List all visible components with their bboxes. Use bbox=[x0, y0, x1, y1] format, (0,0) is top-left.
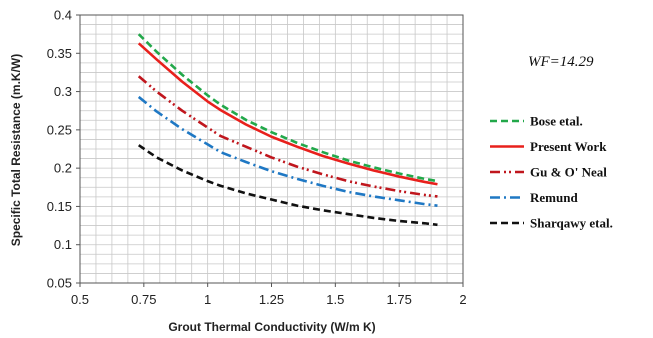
y-tick-label: 0.05 bbox=[47, 276, 72, 291]
x-tick-label: 1 bbox=[204, 292, 211, 307]
legend-label-remund: Remund bbox=[530, 190, 578, 205]
chart-grid bbox=[79, 14, 464, 284]
y-tick-label: 0.35 bbox=[47, 46, 72, 61]
x-tick-label: 1.75 bbox=[387, 292, 412, 307]
y-tick-label: 0.15 bbox=[47, 199, 72, 214]
series-line-remund bbox=[137, 95, 438, 207]
chart-axes bbox=[76, 14, 464, 287]
series-line-sharqawy-etal bbox=[137, 144, 438, 227]
x-tick-label: 1.25 bbox=[259, 292, 284, 307]
legend-label-sharqawy-etal: Sharqawy etal. bbox=[530, 216, 613, 231]
chart-series bbox=[137, 33, 438, 227]
x-tick-label: 0.75 bbox=[131, 292, 156, 307]
series-line-present-work bbox=[137, 42, 438, 186]
series-line-gu-o-neal bbox=[137, 75, 438, 198]
y-tick-label: 0.4 bbox=[54, 8, 72, 23]
y-tick-label: 0.2 bbox=[54, 161, 72, 176]
legend-label-gu-o-neal: Gu & O' Neal bbox=[530, 165, 607, 180]
wf-annotation: WF=14.29 bbox=[528, 54, 594, 70]
chart-tick-labels: 0.5 0.75 1 1.25 1.5 1.75 2 0.05 0.1 0.15 0.2 0.25 0.… bbox=[47, 8, 467, 308]
series-line-bose-etal bbox=[137, 33, 438, 183]
legend-label-present-work: Present Work bbox=[530, 139, 607, 154]
y-axis-label: Specific Total Resistance (m.K/W) bbox=[9, 54, 23, 247]
y-tick-label: 0.3 bbox=[54, 84, 72, 99]
x-tick-label: 0.5 bbox=[71, 292, 89, 307]
x-axis-label: Grout Thermal Conductivity (W/m K) bbox=[168, 320, 375, 334]
y-tick-label: 0.25 bbox=[47, 122, 72, 137]
x-tick-label: 1.5 bbox=[326, 292, 344, 307]
y-tick-label: 0.1 bbox=[54, 237, 72, 252]
legend-label-bose-etal: Bose etal. bbox=[530, 114, 583, 129]
x-tick-label: 2 bbox=[459, 292, 466, 307]
legend: Bose etal. Present Work Gu & O' Neal Remund… bbox=[490, 114, 613, 231]
